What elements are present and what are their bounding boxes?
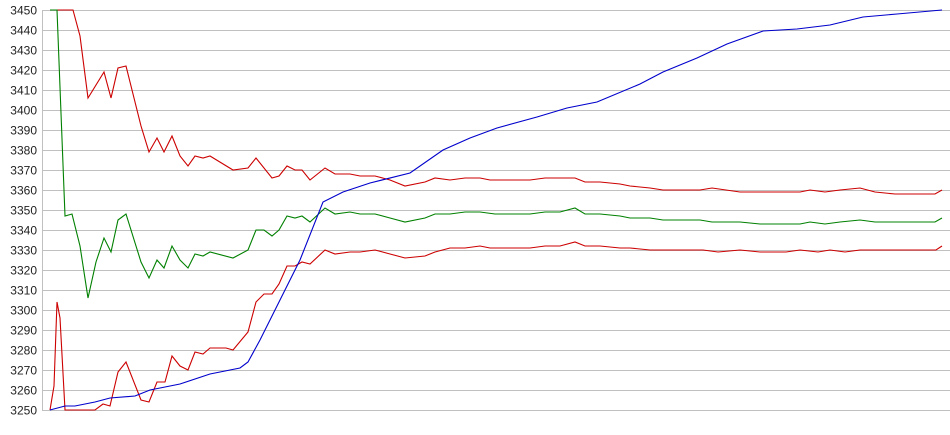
series-line-upper	[50, 9, 943, 195]
y-tick-label: 3330	[10, 244, 37, 258]
y-tick-label: 3400	[10, 104, 37, 118]
y-tick-label: 3360	[10, 184, 37, 198]
y-tick-label: 3390	[10, 124, 37, 138]
series-line-lower	[49, 241, 943, 411]
y-tick-label: 3280	[10, 344, 37, 358]
y-tick-label: 3380	[10, 144, 37, 158]
series-line-rising	[49, 9, 943, 411]
y-tick-label: 3440	[10, 24, 37, 38]
y-tick-label: 3340	[10, 224, 37, 238]
series-line-middle	[50, 9, 943, 299]
y-tick-label: 3420	[10, 64, 37, 78]
y-tick-label: 3250	[10, 404, 37, 418]
y-axis-ticks: 3250 3260 3270 3280 3290 3300 3310 3320 3330 3340…	[10, 4, 37, 418]
gridlines	[42, 10, 950, 411]
y-tick-label: 3260	[10, 384, 37, 398]
y-tick-label: 3290	[10, 324, 37, 338]
y-tick-label: 3270	[10, 364, 37, 378]
y-tick-label: 3450	[10, 4, 37, 18]
y-tick-label: 3370	[10, 164, 37, 178]
y-tick-label: 3410	[10, 84, 37, 98]
y-tick-label: 3430	[10, 44, 37, 58]
y-tick-label: 3300	[10, 304, 37, 318]
series-lines	[49, 9, 943, 411]
y-tick-label: 3310	[10, 284, 37, 298]
y-tick-label: 3320	[10, 264, 37, 278]
y-tick-label: 3350	[10, 204, 37, 218]
